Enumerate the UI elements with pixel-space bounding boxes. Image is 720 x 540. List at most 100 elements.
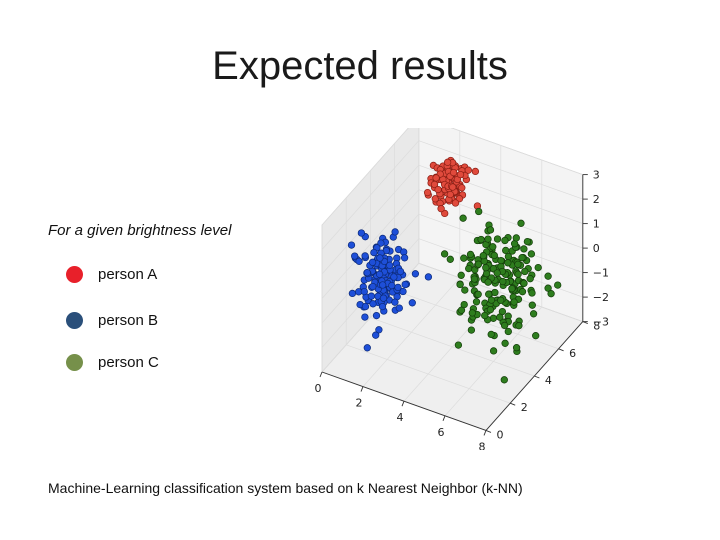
data-point-person-c [520,245,528,253]
data-point-person-b [390,273,398,281]
data-point-person-c [489,243,497,251]
data-point-person-c [474,290,482,298]
data-point-person-c [454,341,463,349]
data-point-person-c [491,288,499,297]
legend-label-person-a: person A [98,266,158,283]
y-tick-label: 4 [545,374,552,387]
grid-line [444,306,543,417]
data-point-person-c [528,289,536,297]
data-point-person-c [456,280,464,289]
data-point-person-c [474,260,483,268]
data-point-person-c [501,236,509,245]
data-point-person-c [508,285,516,293]
data-point-person-a [458,184,466,192]
data-point-person-b [378,302,387,311]
data-point-person-c [523,237,532,246]
data-point-person-b [377,239,385,247]
slide-caption: Machine-Learning classification system b… [48,480,523,496]
y-tick-mark [485,429,492,433]
data-point-person-c [504,252,513,261]
data-point-person-c [520,279,528,287]
grid-line [418,213,583,273]
data-point-person-b [357,229,366,237]
data-point-person-b [363,344,371,352]
x-tick-label: 8 [479,440,486,450]
data-point-person-c [481,311,489,320]
chart-grid [321,128,584,431]
data-point-person-c [468,309,476,317]
grid-line [394,290,559,350]
data-point-person-a [432,174,440,182]
y-tick-mark [558,348,564,352]
legend-dot-person-c [66,354,83,371]
data-point-person-c [500,321,509,330]
data-point-person-c [515,322,523,330]
data-point-person-a [434,185,442,194]
y-tick-label: 8 [593,320,600,333]
y-tick-mark [510,402,516,406]
data-point-person-c [504,259,512,267]
data-point-person-c [529,310,538,318]
data-point-person-b [372,311,381,320]
data-point-person-b [367,292,376,300]
data-point-person-a [437,205,445,213]
y-tick-label: 6 [569,347,576,360]
data-point-person-a [446,190,454,199]
data-point-person-c [527,250,536,258]
data-point-person-c [470,275,479,283]
data-point-person-c [528,301,536,309]
data-point-person-c [504,327,512,336]
grid-line [321,128,409,226]
data-point-person-b [361,313,369,321]
scatter-3d-chart: 0 2 4 6 8 0 2 4 6 8 3 2 1 0 −1 −2 −3 [315,128,610,450]
x-tick-label: 0 [315,382,322,395]
data-point-person-b [379,281,387,289]
grid-line [321,140,420,250]
data-point-person-c [493,235,502,243]
data-point-person-c [512,344,521,352]
z-tick-label: 3 [593,169,600,182]
data-point-person-b [411,270,420,278]
chart-ticks: 0 2 4 6 8 0 2 4 6 8 3 2 1 0 −1 −2 −3 [315,169,610,450]
z-tick-label: 1 [593,218,600,231]
data-point-person-c [466,250,475,259]
data-point-person-c [446,255,454,263]
data-point-person-b [370,248,378,257]
data-point-person-b [379,294,388,302]
data-point-person-c [459,214,467,222]
z-tick-label: 2 [593,193,600,206]
data-point-person-b [351,252,359,260]
data-point-person-c [514,260,522,268]
x-tick-mark [319,371,323,378]
data-point-person-b [355,257,363,265]
data-point-person-c [465,264,473,273]
data-point-person-c [457,271,465,279]
grid-line [450,128,583,175]
data-point-person-b [401,280,409,289]
data-point-person-b [400,254,409,262]
data-point-person-c [534,263,542,272]
data-point-person-b [375,326,383,334]
z-tick-label: −2 [593,291,609,304]
y-tick-label: 2 [521,401,528,414]
data-point-person-c [460,254,468,262]
data-point-person-c [477,235,485,244]
data-point-person-c [547,290,555,298]
legend-label-person-c: person C [98,354,159,371]
data-point-person-c [475,207,483,216]
x-tick-mark [360,386,364,392]
data-point-person-b [408,299,416,307]
data-point-person-c [493,269,501,277]
data-point-person-c [485,290,493,298]
data-point-person-b [347,241,356,249]
grid-line [321,164,420,275]
slide-title: Expected results [212,44,508,88]
data-point-person-a [443,158,452,166]
data-point-person-c [490,251,498,260]
data-point-person-c [461,286,469,294]
data-point-person-c [517,219,525,227]
data-point-person-b [372,331,380,339]
data-point-person-b [386,261,394,269]
grid-line [321,189,420,299]
data-point-person-c [521,267,529,276]
